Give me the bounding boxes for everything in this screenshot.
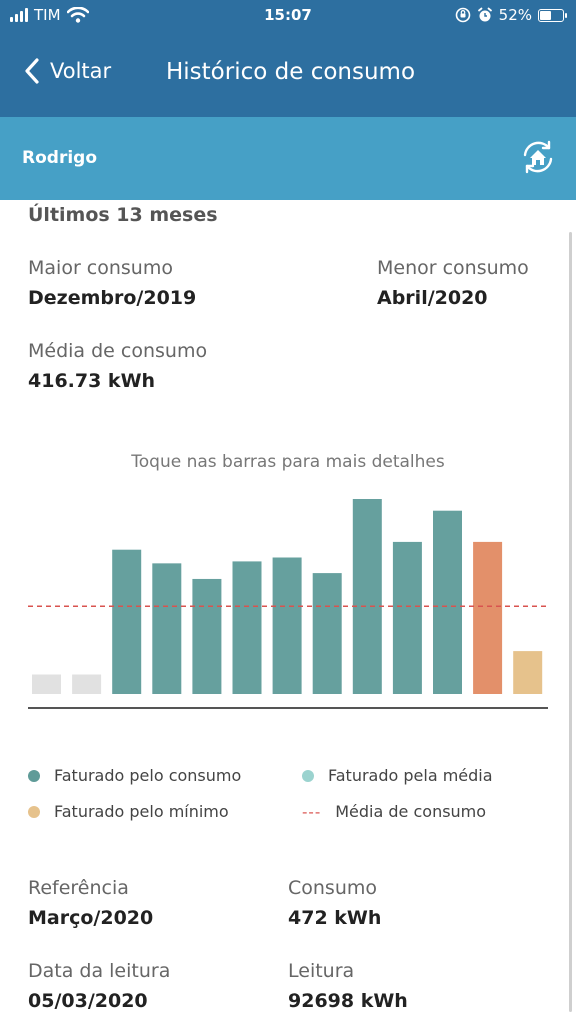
alarm-icon (477, 7, 492, 22)
battery-icon (538, 8, 567, 22)
chart-bar[interactable] (352, 499, 382, 694)
consumption-value: 472 kWh (288, 907, 382, 929)
legend-average-line: --- Média de consumo (302, 802, 486, 821)
chart-bar[interactable] (513, 651, 543, 694)
status-time: 15:07 (264, 6, 312, 24)
avg-consumption-label: Média de consumo (28, 340, 208, 362)
consumption-chart (28, 499, 548, 709)
max-consumption-label: Maior consumo (28, 257, 173, 279)
wifi-icon (66, 7, 89, 23)
reading-date-value: 05/03/2020 (28, 990, 148, 1012)
chart-bar[interactable] (32, 674, 61, 695)
status-bar: TIM 15:07 52% (0, 0, 576, 32)
back-label: Voltar (50, 59, 112, 83)
legend-dot (28, 769, 40, 782)
signal-icon (10, 8, 28, 22)
chart-bar[interactable] (152, 563, 182, 694)
chart-bar[interactable] (272, 557, 302, 695)
reference-value: Março/2020 (28, 907, 154, 929)
legend-label: Faturado pelo consumo (54, 766, 242, 785)
scrollbar[interactable] (569, 232, 572, 1012)
back-button[interactable]: Voltar (24, 58, 111, 84)
period-title: Últimos 13 meses (28, 204, 218, 226)
chart-bar[interactable] (312, 573, 342, 694)
battery-percent: 52% (498, 6, 532, 24)
status-right: 52% (455, 6, 567, 24)
legend-billed-minimum: Faturado pelo mínimo (28, 802, 229, 821)
reading-label: Leitura (288, 960, 355, 982)
chart-bar[interactable] (473, 541, 503, 694)
chart-bar[interactable] (112, 549, 142, 694)
legend-billed-consumption: Faturado pelo consumo (28, 766, 241, 785)
carrier-label: TIM (34, 6, 61, 24)
page-title: Histórico de consumo (166, 59, 416, 85)
navigation-bar: Voltar Histórico de consumo (0, 32, 576, 117)
chevron-left-icon (25, 58, 39, 84)
chart-bar[interactable] (192, 578, 222, 694)
chart-hint: Toque nas barras para mais detalhes (131, 452, 445, 472)
consumption-label: Consumo (288, 877, 378, 899)
reading-date-label: Data da leitura (28, 960, 171, 982)
chart-bar[interactable] (232, 561, 262, 694)
carrier-info: TIM (10, 6, 89, 24)
dashed-line-icon: --- (302, 802, 322, 821)
legend-dot (28, 805, 40, 818)
max-consumption-value: Dezembro/2019 (28, 287, 197, 309)
orientation-lock-icon (455, 7, 470, 23)
user-name: Rodrigo (22, 148, 97, 168)
min-consumption-value: Abril/2020 (377, 287, 488, 309)
chart-bar[interactable] (72, 674, 102, 695)
legend-label: Faturado pela média (328, 766, 493, 785)
legend-label: Faturado pelo mínimo (54, 802, 229, 821)
legend-billed-average: Faturado pela média (302, 766, 493, 785)
chart-bar[interactable] (433, 510, 462, 694)
avg-consumption-value: 416.73 kWh (28, 370, 156, 392)
account-bar: Rodrigo (0, 117, 576, 200)
chart-bar[interactable] (392, 541, 422, 694)
min-consumption-label: Menor consumo (377, 257, 529, 279)
legend-label: Média de consumo (335, 802, 487, 821)
home-refresh-icon[interactable] (518, 137, 558, 177)
reference-label: Referência (28, 877, 129, 899)
reading-value: 92698 kWh (288, 990, 408, 1012)
legend-dot (302, 769, 314, 782)
